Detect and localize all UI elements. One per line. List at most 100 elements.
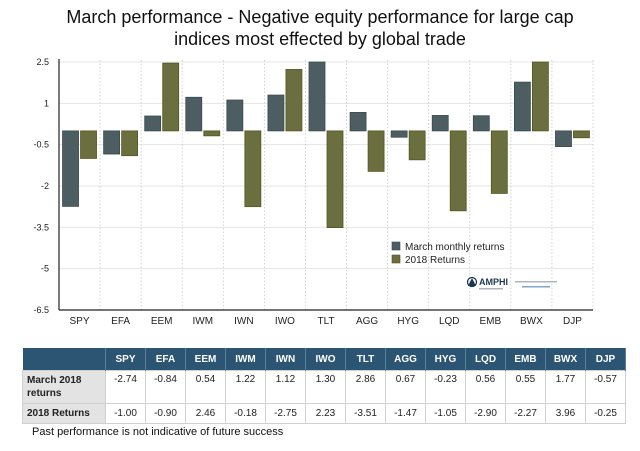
bar-spy-2018	[80, 130, 97, 159]
bar-efa-2018	[121, 130, 139, 157]
y-tick-label: 1	[44, 98, 49, 108]
chart-title-line-2: indices most effected by global trade	[174, 29, 466, 49]
bar-iwo-2018	[285, 69, 303, 132]
table-header-efa: EFA	[145, 348, 186, 371]
table-header-iwo: IWO	[305, 348, 346, 371]
bar-lqd-2018	[449, 130, 467, 212]
table-cell-bwx: 3.96	[545, 403, 586, 424]
table-header-bwx: BWX	[545, 348, 586, 371]
table-header-iwm: IWM	[225, 348, 266, 371]
table-cell-efa: -0.90	[145, 403, 186, 424]
chart-title-line-1: March performance - Negative equity perf…	[66, 7, 574, 27]
disclaimer-footnote: Past performance is not indicative of fu…	[32, 426, 284, 438]
table-row-2018-returns: 2018 Returns -1.00 -0.90 2.46 -0.18 -2.75 2.2…	[22, 403, 626, 424]
x-tick-label-bwx: BWX	[520, 316, 543, 327]
bar-hyg-march	[390, 130, 408, 138]
x-tick-label-agg: AGG	[356, 316, 378, 327]
table-cell-emb: 0.55	[505, 370, 546, 404]
x-tick-label-iwo: IWO	[275, 316, 295, 327]
table-header-emb: EMB	[505, 348, 546, 371]
table-cell-hyg: -1.05	[425, 403, 466, 424]
bars	[62, 61, 590, 229]
bar-djp-2018	[573, 130, 590, 139]
row-label-2018-returns: 2018 Returns	[22, 403, 106, 424]
table-header-tlt: TLT	[345, 348, 386, 371]
table-cell-lqd: -2.90	[465, 403, 506, 424]
y-tick-label: 2.5	[36, 57, 49, 67]
bar-emb-march	[472, 115, 490, 132]
table-cell-tlt: 2.86	[345, 370, 386, 404]
bar-iwn-2018	[244, 130, 262, 208]
table-cell-lqd: 0.56	[465, 370, 506, 404]
x-axis-labels: SPY EFA EEM IWM IWN IWO TLT AGG HYG LQD EMB BWX DJP	[70, 316, 583, 327]
x-tick-label-spy: SPY	[70, 316, 90, 327]
table-header-hyg: HYG	[425, 348, 466, 371]
bar-emb-2018	[490, 130, 508, 194]
table-header-iwn: IWN	[265, 348, 306, 371]
legend: March monthly returns 2018 Returns	[391, 241, 504, 266]
x-tick-label-iwm: IWM	[192, 316, 213, 327]
table-cell-agg: 0.67	[385, 370, 426, 404]
table-cell-iwn: 1.12	[265, 370, 306, 404]
table-cell-efa: -0.84	[145, 370, 186, 404]
table-cell-iwo: 2.23	[305, 403, 346, 424]
table-header-spy: SPY	[105, 348, 146, 371]
table-cell-iwm: -0.18	[225, 403, 266, 424]
row-label-line-2: returns	[27, 388, 62, 399]
row-label-line-1: March 2018	[27, 375, 82, 386]
x-tick-label-emb: EMB	[479, 316, 501, 327]
logo-tagline-text	[515, 281, 557, 283]
table-header-lqd: LQD	[465, 348, 506, 371]
bar-eem-march	[144, 115, 162, 132]
bar-tlt-2018	[326, 130, 344, 229]
gridlines	[59, 60, 594, 311]
y-tick-label: -5	[41, 264, 49, 274]
bar-hyg-2018	[408, 130, 426, 161]
y-tick-label: -2	[41, 181, 49, 191]
y-tick-label: -3.5	[33, 222, 49, 232]
bar-agg-march	[349, 112, 367, 132]
table-row-march-2018-returns: March 2018 returns -2.74 -0.84 0.54 1.22 1.12…	[22, 370, 626, 404]
row-label-march-2018-returns: March 2018 returns	[22, 370, 106, 404]
table-cell-eem: 2.46	[185, 403, 226, 424]
bar-lqd-march	[431, 115, 449, 132]
table-header-eem: EEM	[185, 348, 226, 371]
x-tick-label-efa: EFA	[111, 316, 130, 327]
bar-chart: 2.5 1 -0.5 -2 -3.5 -5 -6.5 SPY EFA EEM IWM IWN IWO T…	[33, 57, 594, 327]
table-cell-iwm: 1.22	[225, 370, 266, 404]
table-header-agg: AGG	[385, 348, 426, 371]
bar-tlt-march	[308, 61, 326, 132]
chart-title: March performance - Negative equity perf…	[0, 6, 640, 50]
table-cell-djp: -0.25	[585, 403, 626, 424]
table-cell-tlt: -3.51	[345, 403, 386, 424]
table-cell-spy: -2.74	[105, 370, 146, 404]
bar-spy-march	[62, 130, 79, 207]
x-tick-label-hyg: HYG	[397, 316, 419, 327]
bar-efa-march	[103, 130, 121, 155]
table-cell-eem: 0.54	[185, 370, 226, 404]
x-tick-label-lqd: LQD	[439, 316, 460, 327]
y-axis-ticks: 2.5 1 -0.5 -2 -3.5 -5 -6.5	[33, 57, 49, 315]
y-tick-label: -6.5	[33, 305, 49, 315]
x-tick-label-tlt: TLT	[317, 316, 334, 327]
table-header-djp: DJP	[585, 348, 626, 371]
legend-label-march: March monthly returns	[405, 242, 504, 253]
table-header-corner	[22, 348, 106, 371]
bar-iwm-march	[185, 96, 203, 132]
table-cell-hyg: -0.23	[425, 370, 466, 404]
legend-swatch-march	[391, 241, 401, 251]
table-header-row: SPY EFA EEM IWM IWN IWO TLT AGG HYG LQD EMB BWX DJP	[22, 348, 626, 371]
bar-agg-2018	[367, 130, 385, 172]
x-tick-label-eem: EEM	[151, 316, 173, 327]
table-cell-djp: -0.57	[585, 370, 626, 404]
bar-iwm-2018	[203, 130, 221, 137]
bar-bwx-march	[513, 81, 531, 132]
logo-triangle-icon	[468, 278, 476, 286]
table-cell-emb: -2.27	[505, 403, 546, 424]
legend-swatch-2018	[391, 254, 401, 264]
performance-table: SPY EFA EEM IWM IWN IWO TLT AGG HYG LQD EMB BWX DJP …	[22, 348, 626, 424]
logo-brand-text: AMPHI	[479, 277, 508, 287]
table-cell-agg: -1.47	[385, 403, 426, 424]
x-tick-label-iwn: IWN	[234, 316, 253, 327]
logo-mark-icon	[466, 276, 478, 288]
